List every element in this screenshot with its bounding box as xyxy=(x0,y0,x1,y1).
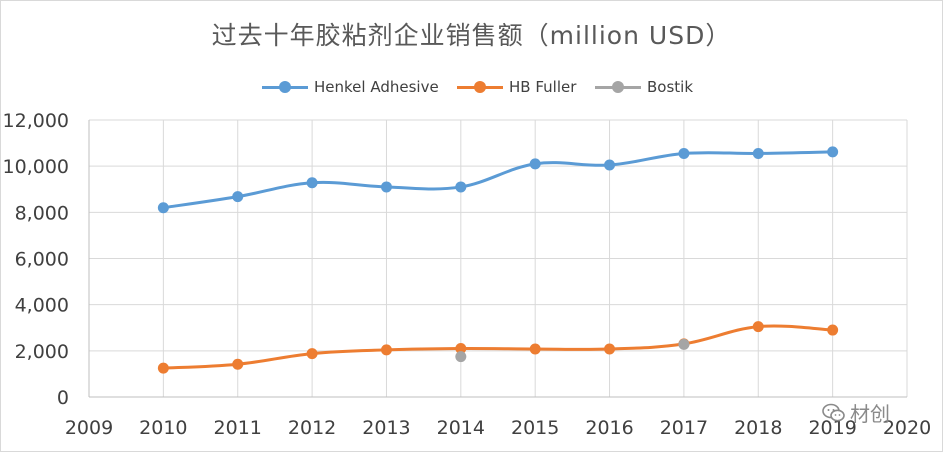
data-point-hb-fuller xyxy=(232,358,244,370)
series-line-hb-fuller xyxy=(163,324,833,370)
x-tick-label: 2017 xyxy=(660,417,708,439)
y-tick-label: 4,000 xyxy=(15,295,69,317)
x-tick-label: 2015 xyxy=(511,417,559,439)
x-tick-label: 2018 xyxy=(734,417,782,439)
data-point-henkel-adhesive xyxy=(529,158,541,170)
y-tick-label: 0 xyxy=(57,387,69,409)
x-tick-label: 2019 xyxy=(808,417,856,439)
x-tick-label: 2011 xyxy=(214,417,262,439)
legend-marker-henkel xyxy=(262,80,308,93)
legend-marker-bostik xyxy=(595,80,641,93)
chart-title: 过去十年胶粘剂企业销售额（million USD） xyxy=(211,21,732,50)
data-point-bostik xyxy=(455,351,467,363)
x-tick-label: 2012 xyxy=(288,417,336,439)
legend-item-hb-fuller: HB Fuller xyxy=(457,76,576,98)
data-point-hb-fuller xyxy=(157,362,169,374)
data-point-hb-fuller xyxy=(455,343,467,355)
series-line-henkel-adhesive xyxy=(163,150,833,210)
legend-marker-hb-fuller xyxy=(457,80,503,93)
legend-label-hb-fuller: HB Fuller xyxy=(509,78,577,96)
x-tick-label: 2020 xyxy=(883,417,931,439)
data-point-henkel-adhesive xyxy=(455,181,467,193)
x-tick-label: 2013 xyxy=(362,417,410,439)
data-point-henkel-adhesive xyxy=(232,191,244,203)
legend-item-henkel: Henkel Adhesive xyxy=(262,76,439,98)
y-tick-label: 10,000 xyxy=(3,156,69,178)
wechat-icon xyxy=(822,403,845,421)
data-point-hb-fuller xyxy=(827,324,839,336)
legend-label-bostik: Bostik xyxy=(647,78,694,96)
y-tick-label: 2,000 xyxy=(15,341,69,363)
data-point-henkel-adhesive xyxy=(306,177,318,189)
watermark-text: 材创 xyxy=(850,402,890,426)
data-point-hb-fuller xyxy=(604,343,616,355)
data-point-hb-fuller xyxy=(529,343,541,355)
watermark: 材创 xyxy=(822,398,890,427)
data-point-hb-fuller xyxy=(306,348,318,360)
data-point-henkel-adhesive xyxy=(604,159,616,171)
x-tick-label: 2016 xyxy=(585,417,633,439)
data-point-hb-fuller xyxy=(380,344,392,356)
y-tick-label: 8,000 xyxy=(15,202,69,224)
data-point-henkel-adhesive xyxy=(827,146,839,158)
data-point-hb-fuller xyxy=(752,321,764,333)
x-tick-label: 2009 xyxy=(65,417,113,439)
data-point-henkel-adhesive xyxy=(380,181,392,193)
y-tick-label: 6,000 xyxy=(15,249,69,271)
legend-label-henkel: Henkel Adhesive xyxy=(314,78,439,96)
data-point-henkel-adhesive xyxy=(678,147,690,159)
y-tick-label: 12,000 xyxy=(3,110,69,132)
legend: Henkel Adhesive HB Fuller Bostik xyxy=(0,76,943,98)
data-point-henkel-adhesive xyxy=(752,147,764,159)
legend-item-bostik: Bostik xyxy=(595,76,693,98)
data-point-henkel-adhesive xyxy=(157,202,169,214)
x-tick-label: 2014 xyxy=(437,417,485,439)
x-tick-label: 2010 xyxy=(139,417,187,439)
data-point-bostik xyxy=(678,338,690,350)
